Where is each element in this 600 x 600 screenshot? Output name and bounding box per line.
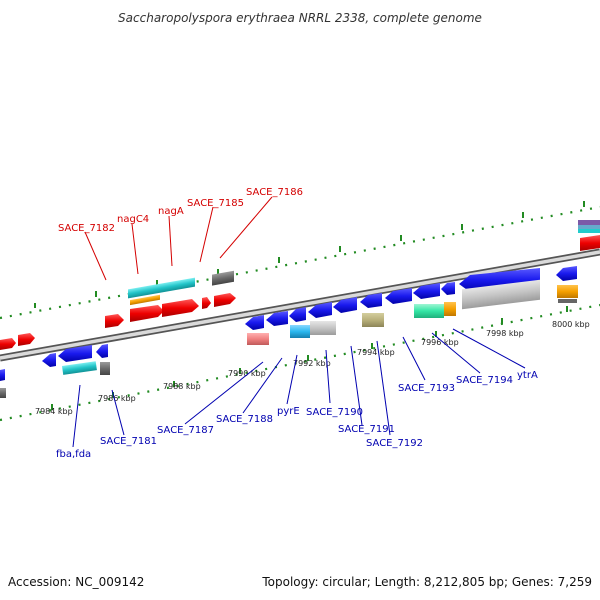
gene-label-sace-7187[interactable]: SACE_7187 (157, 425, 214, 436)
reverse-strand-genes (0, 266, 577, 381)
feature-box[interactable] (362, 313, 384, 327)
gene-arrow[interactable] (130, 305, 164, 322)
gene-arrow[interactable] (18, 333, 35, 346)
feature-box[interactable] (212, 270, 234, 286)
upper-dotted-line (0, 205, 600, 320)
feature-box[interactable] (130, 294, 160, 306)
feature-box[interactable] (247, 333, 269, 345)
kbp-label: 7998 kbp (486, 329, 524, 338)
gene-label-nagc4[interactable]: nagC4 (117, 214, 149, 225)
gene-arrow[interactable] (441, 282, 455, 295)
kbp-label: 7992 kbp (293, 359, 331, 368)
kbp-label: 7996 kbp (421, 338, 459, 347)
gene-label-sace-7190[interactable]: SACE_7190 (306, 407, 363, 418)
gene-label-sace-7182[interactable]: SACE_7182 (58, 223, 115, 234)
kbp-label: 7988 kbp (163, 382, 201, 391)
gene-arrow[interactable] (0, 338, 16, 350)
kbp-label: 7994 kbp (357, 348, 395, 357)
gene-label-sace-7193[interactable]: SACE_7193 (398, 383, 455, 394)
gene-label-sace-7181[interactable]: SACE_7181 (100, 436, 157, 447)
feature-box[interactable] (100, 362, 110, 375)
gene-label-sace-7194[interactable]: SACE_7194 (456, 375, 513, 386)
kbp-label: 7990 kbp (228, 369, 266, 378)
gene-arrow[interactable] (385, 288, 412, 304)
gene-arrow[interactable] (266, 311, 288, 326)
accession-text: Accession: NC_009142 (8, 575, 144, 589)
lower-dotted-line (0, 303, 600, 422)
gene-arrow[interactable] (162, 299, 199, 317)
feature-box[interactable] (61, 361, 97, 375)
upper-scale-track (0, 201, 600, 320)
feature-box[interactable] (578, 225, 600, 229)
feature-box[interactable] (310, 321, 336, 335)
kbp-label: 7984 kbp (35, 407, 73, 416)
gene-label-sace-7185[interactable]: SACE_7185 (187, 198, 244, 209)
gene-arrow[interactable] (413, 283, 440, 299)
topology-summary-text: Topology: circular; Length: 8,212,805 bp… (261, 575, 592, 589)
bottom-gene-labels: fba,fda SACE_7181 SACE_7187 SACE_7188 py… (56, 370, 538, 460)
feature-box[interactable] (128, 277, 195, 299)
feature-box[interactable] (0, 388, 6, 398)
gene-arrow[interactable] (0, 369, 5, 381)
gene-label-pyre[interactable]: pyrE (277, 406, 300, 417)
gene-arrow[interactable] (360, 293, 382, 308)
gene-label-sace-7186[interactable]: SACE_7186 (246, 187, 303, 198)
gene-arrow[interactable] (308, 302, 332, 318)
gene-arrow[interactable] (245, 315, 264, 330)
kbp-labels: 7984 kbp 7986 kbp 7988 kbp 7990 kbp 7992… (35, 320, 590, 416)
feature-box[interactable] (557, 285, 578, 298)
bottom-label-leaders (72, 328, 526, 448)
lower-features (0, 279, 578, 398)
gene-arrow[interactable] (202, 297, 211, 309)
gene-arrow[interactable] (214, 293, 236, 307)
gene-arrow[interactable] (289, 307, 306, 322)
genome-title: Saccharopolyspora erythraea NRRL 2338, c… (118, 11, 482, 25)
gene-arrow[interactable] (333, 297, 357, 313)
gene-arrow[interactable] (580, 235, 600, 251)
gene-arrow[interactable] (556, 266, 577, 281)
genome-backbone (0, 248, 600, 362)
feature-box[interactable] (462, 279, 540, 310)
gene-label-naga[interactable]: nagA (158, 206, 184, 217)
kbp-label: 8000 kbp (552, 320, 590, 329)
kbp-label: 7986 kbp (98, 394, 136, 403)
gene-arrow[interactable] (96, 344, 108, 358)
gene-arrow[interactable] (42, 353, 56, 367)
gene-label-ytra[interactable]: ytrA (517, 370, 538, 381)
feature-box[interactable] (290, 325, 310, 338)
gene-label-sace-7192[interactable]: SACE_7192 (366, 438, 423, 449)
gene-label-sace-7191[interactable]: SACE_7191 (338, 424, 395, 435)
top-gene-labels: SACE_7182 nagC4 nagA SACE_7185 SACE_7186 (58, 187, 303, 234)
feature-box[interactable] (578, 220, 600, 225)
forward-strand-genes (0, 235, 600, 350)
feature-box[interactable] (558, 299, 577, 303)
gene-arrow[interactable] (459, 268, 540, 292)
gene-label-fba-fda[interactable]: fba,fda (56, 449, 91, 460)
feature-box[interactable] (444, 302, 456, 316)
gene-arrow[interactable] (105, 314, 124, 328)
upper-features (128, 220, 600, 306)
feature-box[interactable] (578, 229, 600, 233)
feature-box[interactable] (414, 304, 444, 318)
gene-label-sace-7188[interactable]: SACE_7188 (216, 414, 273, 425)
gene-arrow[interactable] (58, 345, 92, 362)
top-label-leaders (84, 196, 273, 281)
